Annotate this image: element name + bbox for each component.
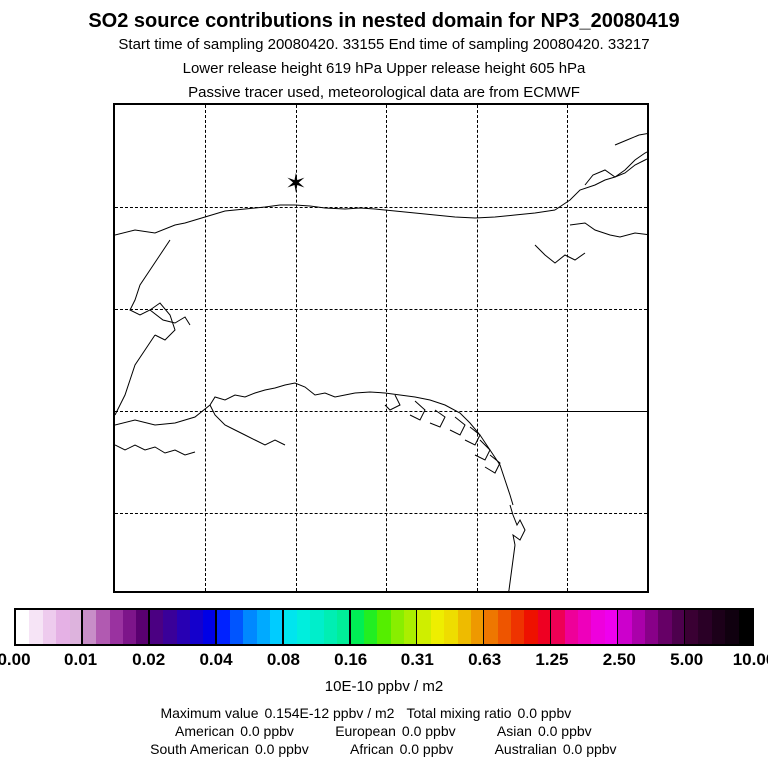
south-american-label: South American xyxy=(150,741,249,757)
colorbar-section: 0.00 0.01 0.02 0.04 0.08 0.16 0.31 0.63 … xyxy=(14,608,754,676)
american-label: American xyxy=(175,723,234,739)
asian-value: 0.0 ppbv xyxy=(538,723,593,739)
map-panel[interactable]: ✶ xyxy=(113,103,649,593)
colorbar-tick-9: 2.50 xyxy=(603,650,636,670)
colorbar-tick-8: 1.25 xyxy=(535,650,568,670)
american-value: 0.0 ppbv xyxy=(240,723,295,739)
colorbar-segment-2 xyxy=(150,610,217,644)
colorbar-segment-4 xyxy=(284,610,351,644)
subtitle-line3: Passive tracer used, meteorological data… xyxy=(0,84,768,101)
colorbar-segment-7 xyxy=(484,610,551,644)
source-star-marker: ✶ xyxy=(285,170,307,196)
colorbar-tick-4: 0.08 xyxy=(267,650,300,670)
asian-label: Asian xyxy=(497,723,532,739)
colorbar-tick-1: 0.01 xyxy=(64,650,97,670)
african-value: 0.0 ppbv xyxy=(400,741,455,757)
colorbar-segment-10 xyxy=(685,610,752,644)
colorbar-segment-9 xyxy=(618,610,685,644)
european-value: 0.0 ppbv xyxy=(402,723,457,739)
max-value: 0.154E-12 ppbv / m2 xyxy=(265,705,395,721)
colorbar-tick-10: 5.00 xyxy=(670,650,703,670)
so2-contribution-map-page: SO2 source contributions in nested domai… xyxy=(0,0,768,768)
australian-label: Australian xyxy=(495,741,557,757)
colorbar-segment-0 xyxy=(16,610,83,644)
colorbar-tick-3: 0.04 xyxy=(199,650,232,670)
colorbar-segment-8 xyxy=(551,610,618,644)
australian-value: 0.0 ppbv xyxy=(563,741,618,757)
colorbar-gradient[interactable] xyxy=(14,608,754,646)
colorbar-tick-0: 0.00 xyxy=(0,650,31,670)
colorbar-tick-5: 0.16 xyxy=(334,650,367,670)
max-value-label: Maximum value xyxy=(160,705,258,721)
colorbar-unit-label: 10E-10 ppbv / m2 xyxy=(0,678,768,695)
page-title: SO2 source contributions in nested domai… xyxy=(12,10,756,33)
colorbar-segment-3 xyxy=(217,610,284,644)
subtitle-line2: Lower release height 619 hPa Upper relea… xyxy=(0,60,768,77)
european-label: European xyxy=(335,723,396,739)
african-label: African xyxy=(350,741,394,757)
south-american-value: 0.0 ppbv xyxy=(255,741,310,757)
colorbar-segment-6 xyxy=(417,610,484,644)
colorbar-tick-7: 0.63 xyxy=(468,650,501,670)
coastline-drawing xyxy=(115,105,649,593)
colorbar-tick-6: 0.31 xyxy=(401,650,434,670)
total-mixing-ratio-value: 0.0 ppbv xyxy=(518,705,608,721)
colorbar-tick-11: 10.00 xyxy=(733,650,768,670)
colorbar-segment-5 xyxy=(351,610,418,644)
stats-section: Maximum value 0.154E-12 ppbv / m2 Total … xyxy=(0,705,768,759)
subtitle-line1: Start time of sampling 20080420. 33155 E… xyxy=(0,36,768,53)
total-mixing-ratio-label: Total mixing ratio xyxy=(406,705,511,721)
colorbar-tick-2: 0.02 xyxy=(132,650,165,670)
colorbar-segment-1 xyxy=(83,610,150,644)
colorbar-tick-labels: 0.00 0.01 0.02 0.04 0.08 0.16 0.31 0.63 … xyxy=(14,650,754,676)
